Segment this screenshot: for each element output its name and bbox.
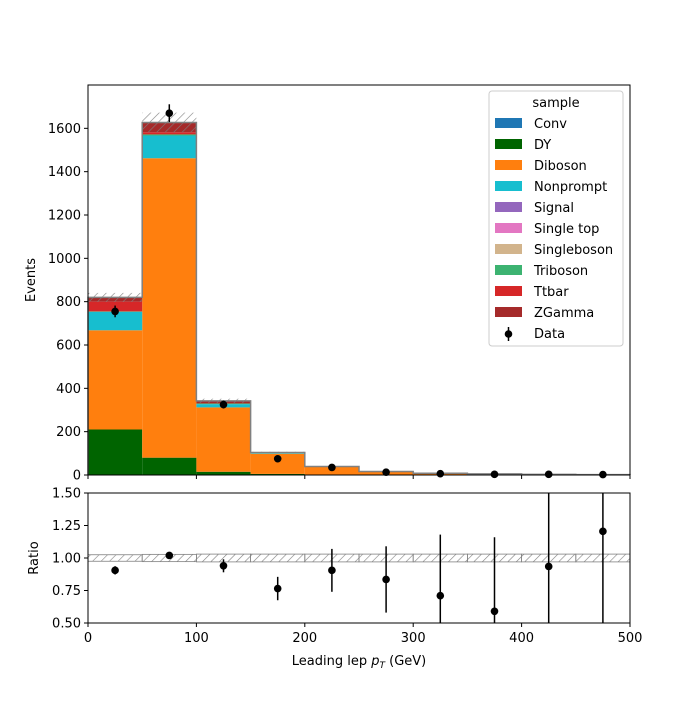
ratio-y-tick-label: 1.50: [52, 487, 81, 502]
ratio-y-axis-label: Ratio: [27, 541, 42, 574]
legend-label: Ttbar: [533, 285, 569, 300]
ratio-band-bin-3: [251, 554, 305, 562]
main-y-tick-label: 1400: [48, 165, 81, 180]
x-tick-label: 200: [292, 631, 317, 646]
bar-diboson-bin-2: [196, 407, 250, 471]
legend-title: sample: [532, 96, 579, 111]
data-point: [166, 109, 174, 117]
ratio-point: [274, 585, 282, 593]
main-y-tick-label: 200: [56, 425, 81, 440]
legend-swatch: [495, 307, 522, 317]
x-tick-label: 500: [618, 631, 643, 646]
legend-label: DY: [534, 138, 551, 153]
legend-swatch: [495, 244, 522, 254]
main-y-tick-label: 1200: [48, 209, 81, 224]
legend: sample Conv DY Diboson Nonprompt Signal Singl…: [489, 91, 623, 346]
main-y-tick-label: 600: [56, 339, 81, 354]
legend-swatch: [495, 181, 522, 191]
x-axis-label-symbol: p: [370, 654, 379, 669]
ratio-point: [545, 563, 553, 571]
legend-label-data: Data: [534, 327, 565, 342]
bar-triboson-bin-1: [142, 134, 196, 135]
ratio-point: [382, 576, 390, 584]
bar-nonprompt-bin-1: [142, 135, 196, 158]
ratio-point: [599, 528, 607, 536]
ratio-y-tick-label: 0.75: [52, 584, 81, 599]
x-axis-label-text: Leading lep: [292, 654, 367, 669]
legend-swatch: [495, 118, 522, 128]
ratio-y-tick-label: 0.50: [52, 617, 81, 632]
data-point: [437, 470, 445, 478]
legend-label: Conv: [534, 117, 567, 132]
ratio-point: [328, 567, 336, 575]
legend-label: Single top: [534, 222, 599, 237]
ratio-y-tick-label: 1.25: [52, 519, 81, 534]
legend-label: Nonprompt: [534, 180, 607, 195]
legend-swatch: [495, 160, 522, 170]
legend-label: Singleboson: [534, 243, 613, 258]
x-tick-label: 400: [509, 631, 534, 646]
data-point: [274, 455, 282, 463]
ratio-point: [220, 562, 228, 570]
ratio-y-tick-label: 1.00: [52, 552, 81, 567]
main-y-tick-label: 800: [56, 295, 81, 310]
legend-label: ZGamma: [534, 306, 594, 321]
bar-diboson-bin-0: [88, 330, 142, 429]
data-point: [545, 471, 553, 479]
legend-swatch: [495, 202, 522, 212]
ratio-point: [437, 592, 445, 600]
bar-diboson-bin-1: [142, 158, 196, 457]
x-axis-label-unit: (GeV): [389, 654, 426, 669]
data-point: [220, 401, 228, 409]
x-tick-label: 100: [184, 631, 209, 646]
x-tick-label: 0: [84, 631, 92, 646]
legend-swatch: [495, 265, 522, 275]
main-y-tick-label: 0: [73, 469, 81, 484]
bar-dy-bin-0: [88, 430, 142, 476]
bar-dy-bin-1: [142, 458, 196, 475]
main-y-tick-label: 1000: [48, 252, 81, 267]
legend-data-marker: [505, 330, 513, 338]
ratio-point: [111, 567, 119, 575]
main-y-tick-label: 400: [56, 382, 81, 397]
data-point: [491, 471, 499, 479]
main-y-tick-label: 1600: [48, 122, 81, 137]
legend-swatch: [495, 286, 522, 296]
ratio-point: [491, 608, 499, 616]
legend-label: Triboson: [533, 264, 588, 279]
main-y-axis-label: Events: [24, 258, 39, 302]
ratio-point: [166, 552, 174, 560]
ratio-band-bin-0: [88, 555, 142, 562]
legend-swatch: [495, 139, 522, 149]
data-point: [328, 464, 336, 472]
legend-label: Signal: [534, 201, 574, 216]
x-tick-label: 300: [401, 631, 426, 646]
bar-ttbar-bin-1: [142, 132, 196, 134]
legend-swatch: [495, 223, 522, 233]
legend-label: Diboson: [534, 159, 587, 174]
data-point: [111, 308, 119, 316]
x-axis-label: Leading lep pT (GeV): [292, 654, 426, 671]
